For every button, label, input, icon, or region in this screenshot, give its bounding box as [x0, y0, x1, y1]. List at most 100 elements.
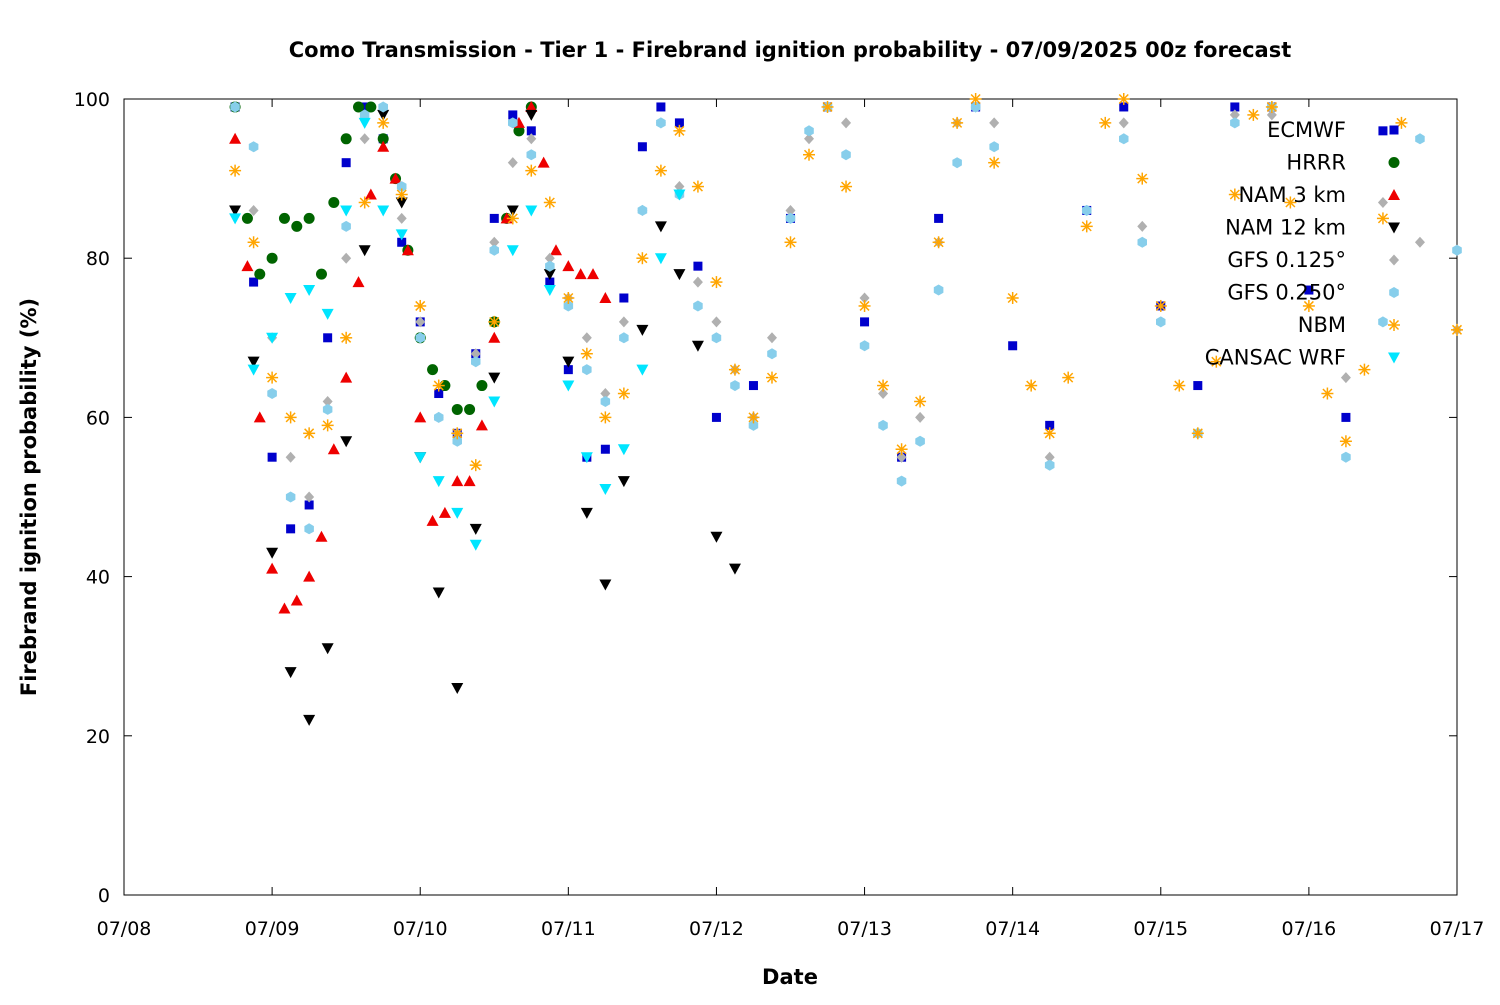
- data-point: [508, 110, 518, 120]
- legend-marker: [1388, 157, 1400, 168]
- y-tick-label: 20: [86, 726, 110, 748]
- data-point: [378, 101, 388, 113]
- data-point: [229, 132, 242, 144]
- data-point: [247, 364, 260, 376]
- x-tick-label: 07/13: [837, 918, 892, 940]
- data-point: [840, 180, 853, 193]
- data-point: [1117, 93, 1130, 105]
- data-point: [562, 356, 575, 368]
- data-point: [656, 117, 666, 129]
- data-point: [599, 292, 612, 303]
- x-tick-label: 07/14: [985, 918, 1040, 940]
- data-point: [637, 142, 647, 152]
- legend-label: GFS 0.250°: [1227, 281, 1346, 305]
- data-point: [858, 299, 871, 312]
- data-point: [432, 587, 445, 599]
- data-point: [452, 435, 462, 447]
- data-point: [1377, 196, 1388, 208]
- data-point: [636, 324, 649, 336]
- y-tick-label: 100: [74, 89, 110, 111]
- data-point: [748, 419, 759, 431]
- data-point: [364, 188, 377, 200]
- data-point: [637, 204, 648, 216]
- data-point: [543, 285, 556, 297]
- data-point: [895, 443, 908, 456]
- y-tick-label: 80: [86, 248, 110, 270]
- data-point: [636, 364, 649, 376]
- data-point: [784, 236, 797, 249]
- data-point: [249, 277, 259, 287]
- data-point: [1099, 116, 1112, 129]
- chart-title: Como Transmission - Tier 1 - Firebrand i…: [289, 38, 1291, 62]
- data-point: [544, 252, 555, 264]
- legend-label: HRRR: [1286, 151, 1346, 175]
- data-point: [730, 380, 740, 392]
- data-point: [248, 141, 259, 153]
- data-point: [451, 427, 464, 440]
- data-point: [1062, 371, 1075, 384]
- data-point: [878, 388, 889, 400]
- data-point: [303, 212, 315, 224]
- legend-marker: [1388, 189, 1400, 200]
- data-point: [352, 276, 365, 288]
- legend-label: GFS 0.125°: [1227, 248, 1346, 272]
- data-point: [1210, 355, 1223, 368]
- data-point: [254, 268, 266, 280]
- data-point: [587, 268, 600, 280]
- data-point: [415, 332, 425, 344]
- data-point: [432, 379, 445, 392]
- data-point: [580, 452, 593, 464]
- data-point: [600, 388, 611, 400]
- data-point: [1378, 316, 1388, 328]
- data-point: [340, 205, 353, 217]
- data-point: [414, 411, 427, 423]
- data-point: [322, 395, 333, 407]
- data-point: [470, 348, 481, 360]
- data-point: [506, 212, 519, 225]
- data-point: [563, 300, 574, 312]
- data-point: [471, 356, 481, 368]
- data-point: [377, 140, 390, 152]
- data-point: [340, 371, 353, 383]
- data-point: [1228, 188, 1241, 201]
- data-point: [284, 411, 297, 424]
- data-point: [877, 379, 890, 392]
- data-point: [451, 403, 463, 415]
- data-point: [1191, 427, 1204, 440]
- data-point: [599, 411, 612, 424]
- data-point: [654, 221, 667, 233]
- data-point: [285, 451, 296, 463]
- data-point: [859, 292, 870, 304]
- data-point: [395, 188, 408, 201]
- data-point: [475, 419, 488, 431]
- data-point: [488, 331, 501, 343]
- data-point: [267, 388, 277, 399]
- legend-label: CANSAC WRF: [1205, 346, 1346, 370]
- data-point: [951, 116, 964, 129]
- data-point: [396, 181, 407, 193]
- data-point: [765, 371, 778, 384]
- data-point: [619, 293, 629, 303]
- legend-label: NBM: [1298, 313, 1346, 337]
- data-point: [489, 236, 500, 248]
- data-point: [340, 133, 352, 145]
- data-point: [304, 523, 314, 535]
- data-point: [673, 124, 686, 137]
- data-point: [599, 484, 612, 496]
- data-point: [508, 117, 518, 129]
- series-nam-3-km: [229, 100, 612, 614]
- data-point: [290, 594, 303, 606]
- data-point: [1302, 299, 1315, 312]
- data-point: [654, 253, 667, 265]
- data-point: [915, 435, 925, 447]
- data-point: [377, 116, 390, 129]
- x-tick-label: 07/15: [1133, 918, 1188, 940]
- x-tick-label: 07/11: [541, 918, 596, 940]
- data-point: [878, 419, 888, 431]
- data-point: [804, 125, 814, 137]
- data-point: [303, 714, 316, 726]
- data-point: [1137, 220, 1148, 232]
- data-point: [360, 102, 370, 112]
- data-point: [896, 451, 907, 463]
